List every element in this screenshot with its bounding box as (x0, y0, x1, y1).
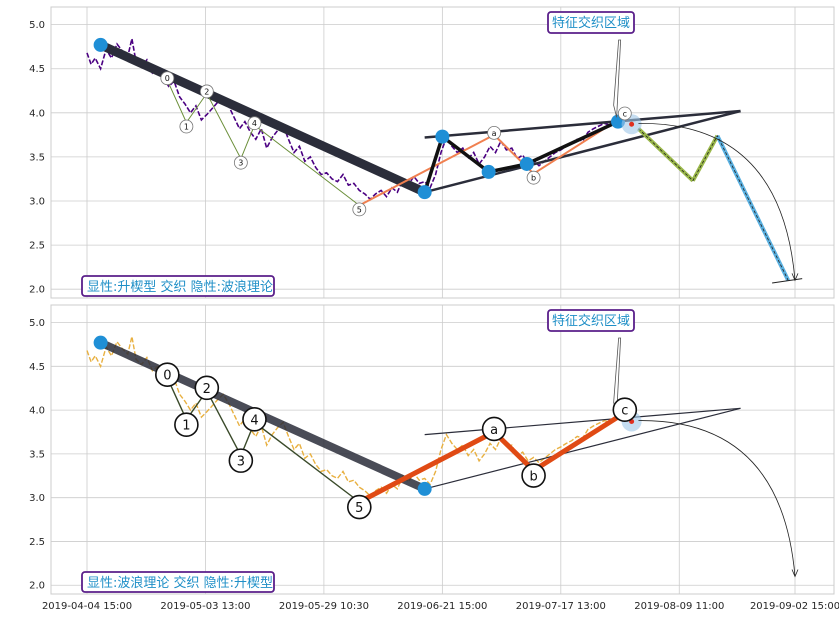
y-tick-label: 5.0 (29, 20, 45, 31)
region-callout-arrow (613, 39, 622, 118)
pivot-point (93, 37, 108, 52)
target-tick (772, 278, 803, 284)
wave-label-1: 1 (182, 419, 190, 434)
region-label: 特征交织区域 (552, 313, 630, 329)
region-label: 特征交织区域 (552, 15, 630, 31)
y-tick-label: 4.5 (29, 64, 45, 75)
wave-label-3: 3 (237, 455, 245, 470)
wave-label-0: 0 (165, 74, 170, 83)
wave-label-circle (199, 84, 214, 99)
y-tick-label: 2.5 (29, 241, 45, 252)
wave-label-circle (617, 106, 632, 121)
y-tick-label: 2.5 (29, 537, 45, 548)
current-price-marker (629, 121, 635, 127)
arrowhead (791, 569, 799, 578)
y-tick-label: 3.0 (29, 493, 45, 504)
correction-wave-line (358, 114, 626, 207)
x-tick-label: 2019-05-29 10:30 (279, 601, 369, 612)
projection-dashed-line (638, 128, 789, 281)
y-tick-label: 2.0 (29, 581, 45, 592)
wave-label-2: 2 (204, 87, 209, 96)
wave-label-2: 2 (203, 382, 211, 397)
pivot-point (435, 129, 450, 144)
wave-label-5: 5 (355, 501, 363, 516)
x-tick-label: 2019-08-09 11:00 (634, 601, 724, 612)
panel-bottom: 2.0 2.5 3.0 3.5 4.0 4.5 5.0 0 1 2 3 4 5 a b c 特征交织区域显性:波… (29, 304, 835, 595)
wave-label-circle (526, 170, 541, 185)
wave-label-circle (521, 463, 546, 488)
main-trend-line (96, 40, 430, 197)
price-series-line (86, 38, 611, 201)
region-label-box (547, 309, 635, 332)
wave-label-circle (155, 362, 180, 387)
x-tick-label: 2019-05-03 13:00 (160, 601, 250, 612)
panel-top: 2.0 2.5 3.0 3.5 4.0 4.5 5.0 0 1 2 3 4 5 a b c 特征交织区域显性:升… (29, 6, 835, 299)
impulse-wave-line (166, 79, 360, 206)
wave-label-4: 4 (252, 119, 257, 128)
wave-label-a: a (490, 423, 498, 438)
pattern-badge-box (81, 275, 275, 297)
wedge-upper-line (424, 407, 741, 436)
y-tick-label: 4.0 (29, 406, 45, 417)
y-tick-label: 4.0 (29, 108, 45, 119)
wave-label-3: 3 (238, 159, 243, 168)
pattern-badge: 显性:波浪理论 交织 隐性:升楔型 (87, 575, 273, 591)
y-tick-label: 4.5 (29, 362, 45, 373)
x-tick-label: 2019-07-17 13:00 (516, 601, 606, 612)
pivot-point (519, 156, 534, 171)
impulse-wave-line (166, 377, 360, 503)
region-label-box (547, 11, 635, 34)
wave-label-c: c (621, 404, 628, 419)
wave-label-b: b (531, 174, 536, 183)
wave-label-c: c (623, 109, 627, 118)
arrowhead (791, 273, 799, 282)
x-tick-label: 2019-04-04 15:00 (42, 601, 132, 612)
pattern-badge-box (81, 571, 275, 593)
pivot-point (417, 185, 432, 200)
wave-label-circle (242, 407, 267, 432)
wave-label-0: 0 (163, 369, 171, 384)
wedge-lower-line (424, 109, 741, 194)
wave-label-1: 1 (184, 123, 189, 132)
wave-label-4: 4 (250, 413, 258, 428)
wave-label-circle (174, 412, 199, 438)
wave-label-circle (612, 397, 638, 423)
wave-label-circle (347, 494, 372, 520)
wave-label-circle (160, 71, 175, 86)
wedge-lower-line (424, 407, 741, 490)
wedge-upper-line (424, 109, 741, 139)
y-tick-label: 2.0 (29, 285, 45, 296)
wave-label-circle (487, 125, 502, 140)
y-tick-label: 3.5 (29, 152, 45, 163)
wave-label-circle (233, 155, 248, 170)
wave-label-circle (481, 416, 507, 442)
x-tick-label: 2019-06-21 15:00 (397, 601, 487, 612)
pivot-point (417, 481, 432, 496)
y-tick-label: 5.0 (29, 318, 45, 329)
wave-label-circle (352, 202, 367, 217)
wave-label-circle (247, 116, 262, 131)
wave-label-circle (179, 119, 194, 134)
pivot-point (93, 335, 108, 350)
forecast-curve-arrow (638, 122, 796, 281)
wave-label-5: 5 (357, 205, 362, 214)
x-tick-label: 2019-09-02 15:00 (750, 601, 839, 612)
pattern-badge: 显性:升楔型 交织 隐性:波浪理论 (87, 279, 273, 295)
wave-label-circle (194, 375, 220, 401)
wave-label-b: b (529, 470, 537, 485)
wave-label-circle (228, 448, 254, 473)
y-tick-label: 3.5 (29, 449, 45, 460)
correction-wave-line (358, 410, 627, 505)
pivot-point (481, 164, 496, 179)
y-tick-label: 3.0 (29, 197, 45, 208)
wave-label-a: a (492, 129, 497, 138)
forecast-curve-arrow (638, 420, 796, 577)
